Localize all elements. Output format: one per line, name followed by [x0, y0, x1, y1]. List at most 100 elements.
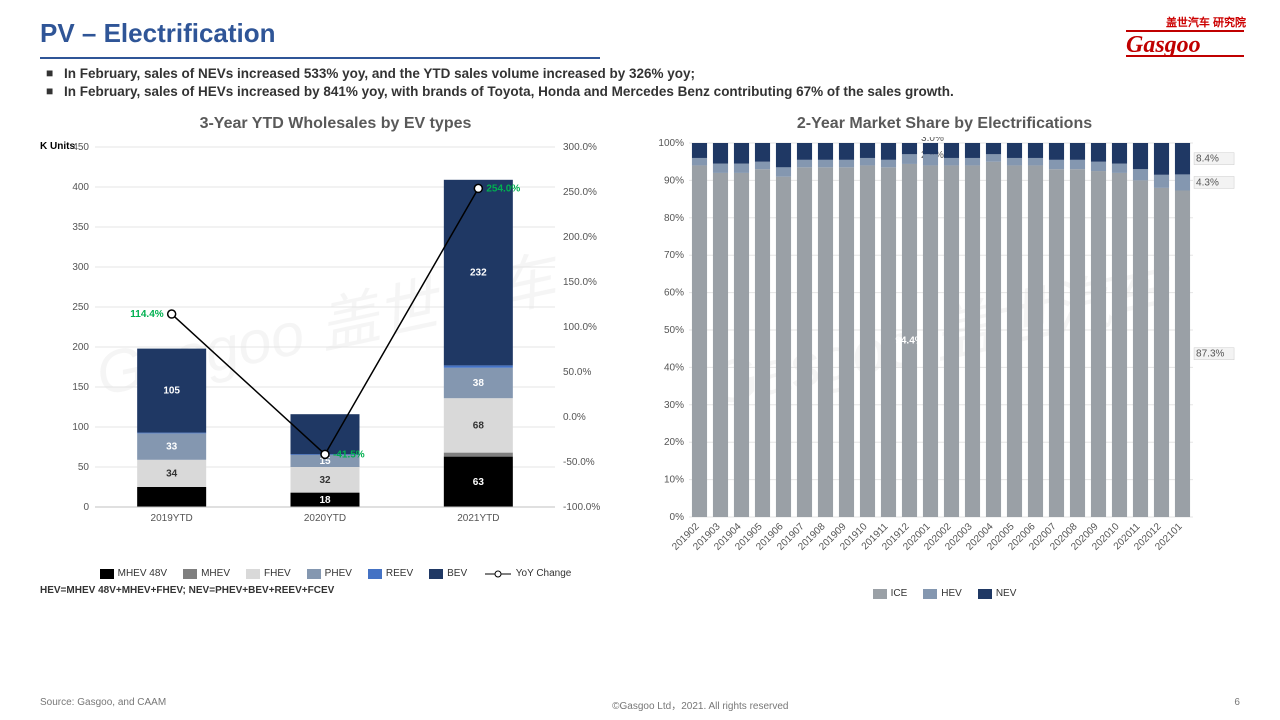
svg-text:30%: 30%: [664, 400, 684, 411]
share-bar-ICE: [986, 162, 1001, 517]
svg-text:4.3%: 4.3%: [1196, 178, 1219, 189]
legend-item: HEV: [923, 588, 962, 599]
bar-MHEV 48V: [137, 487, 206, 507]
svg-text:200.0%: 200.0%: [563, 232, 597, 243]
share-bar-HEV: [1049, 160, 1064, 169]
share-bar-NEV: [776, 143, 791, 167]
svg-text:Gasgoo 盖世汽车: Gasgoo 盖世汽车: [704, 255, 1180, 419]
svg-text:Gasgoo: Gasgoo: [1126, 32, 1201, 58]
share-bar-HEV: [1133, 170, 1148, 181]
share-bar-ICE: [1112, 173, 1127, 517]
svg-text:32: 32: [319, 475, 331, 486]
share-bar-HEV: [776, 168, 791, 177]
left-chart: 3-Year YTD Wholesales by EV types Gasgoo…: [40, 115, 631, 599]
share-bar-NEV: [755, 143, 770, 162]
share-bar-ICE: [797, 168, 812, 518]
share-bar-NEV: [839, 143, 854, 160]
share-bar-ICE: [692, 166, 707, 518]
share-bar-NEV: [818, 143, 833, 160]
share-bar-ICE: [1175, 191, 1190, 518]
footer: Source: Gasgoo, and CAAM ©Gasgoo Ltd，202…: [40, 697, 1240, 712]
share-bar-NEV: [734, 143, 749, 164]
bar-REEV: [444, 366, 513, 368]
svg-text:250: 250: [72, 302, 89, 313]
svg-text:80%: 80%: [664, 213, 684, 224]
share-bar-HEV: [965, 158, 980, 165]
share-bar-HEV: [923, 155, 938, 166]
share-bar-ICE: [860, 166, 875, 518]
svg-text:33: 33: [166, 442, 178, 453]
share-bar-HEV: [1091, 162, 1106, 171]
svg-text:50: 50: [78, 462, 90, 473]
svg-text:100%: 100%: [658, 138, 684, 149]
share-bar-ICE: [839, 168, 854, 518]
share-bar-NEV: [1028, 143, 1043, 158]
share-bar-NEV: [1070, 143, 1085, 160]
svg-text:-41.5%: -41.5%: [333, 450, 365, 461]
left-note: HEV=MHEV 48V+MHEV+FHEV; NEV=PHEV+BEV+REE…: [40, 585, 631, 596]
share-bar-ICE: [1007, 166, 1022, 518]
share-bar-HEV: [839, 160, 854, 167]
svg-text:254.0%: 254.0%: [486, 184, 520, 195]
yoy-marker: [321, 451, 329, 459]
bar-MHEV: [444, 453, 513, 457]
legend-item: ICE: [873, 588, 908, 599]
page-title: PV – Electrification: [40, 18, 1240, 49]
share-bar-HEV: [734, 164, 749, 173]
share-bar-ICE: [1070, 170, 1085, 518]
share-bar-HEV: [1154, 175, 1169, 188]
svg-text:0%: 0%: [670, 512, 685, 523]
svg-text:60%: 60%: [664, 288, 684, 299]
svg-text:40%: 40%: [664, 363, 684, 374]
share-bar-ICE: [734, 173, 749, 517]
svg-text:34: 34: [166, 469, 178, 480]
legend-item: NEV: [978, 588, 1017, 599]
svg-text:2021YTD: 2021YTD: [457, 513, 499, 524]
svg-text:114.4%: 114.4%: [130, 309, 163, 320]
svg-text:300: 300: [72, 262, 89, 273]
svg-text:2020YTD: 2020YTD: [304, 513, 346, 524]
copyright-text: ©Gasgoo Ltd，2021. All rights reserved: [612, 697, 788, 712]
svg-text:232: 232: [470, 268, 487, 279]
svg-text:250.0%: 250.0%: [563, 187, 597, 198]
share-bar-ICE: [923, 166, 938, 518]
share-bar-ICE: [1133, 181, 1148, 518]
right-chart-title: 2-Year Market Share by Electrifications: [649, 115, 1240, 133]
svg-text:10%: 10%: [664, 475, 684, 486]
right-legend: ICE HEV NEV: [649, 588, 1240, 599]
svg-text:K Units: K Units: [40, 141, 75, 152]
share-bar-HEV: [860, 158, 875, 165]
svg-text:200: 200: [72, 342, 89, 353]
share-bar-NEV: [944, 143, 959, 158]
brand-logo: 盖世汽车 研究院 Gasgoo: [1126, 14, 1246, 58]
share-bar-NEV: [1112, 143, 1127, 164]
svg-text:50.0%: 50.0%: [563, 367, 591, 378]
svg-text:90%: 90%: [664, 176, 684, 187]
svg-text:0.0%: 0.0%: [563, 412, 586, 423]
charts-row: 3-Year YTD Wholesales by EV types Gasgoo…: [40, 115, 1240, 599]
svg-text:450: 450: [72, 142, 89, 153]
share-bar-NEV: [1007, 143, 1022, 158]
share-bar-ICE: [1091, 171, 1106, 517]
legend-item: FHEV: [246, 568, 291, 579]
share-bar-NEV: [965, 143, 980, 158]
share-bar-HEV: [1028, 158, 1043, 165]
svg-text:70%: 70%: [664, 251, 684, 262]
share-bar-HEV: [1007, 158, 1022, 165]
svg-text:8.4%: 8.4%: [1196, 154, 1219, 165]
svg-text:2019YTD: 2019YTD: [151, 513, 193, 524]
share-bar-HEV: [1070, 160, 1085, 169]
share-bar-ICE: [1154, 188, 1169, 517]
left-chart-title: 3-Year YTD Wholesales by EV types: [40, 115, 631, 133]
share-bar-HEV: [755, 162, 770, 169]
legend-item: YoY Change: [483, 568, 571, 579]
share-bar-HEV: [902, 155, 917, 165]
legend-item: MHEV 48V: [100, 568, 167, 579]
share-bar-NEV: [1133, 143, 1148, 169]
svg-text:63: 63: [473, 477, 485, 488]
svg-text:18: 18: [319, 495, 331, 506]
left-legend: MHEV 48VMHEVFHEVPHEVREEVBEV YoY Change: [40, 568, 631, 579]
svg-text:20%: 20%: [664, 438, 684, 449]
yoy-marker: [168, 310, 176, 318]
share-bar-ICE: [944, 166, 959, 518]
